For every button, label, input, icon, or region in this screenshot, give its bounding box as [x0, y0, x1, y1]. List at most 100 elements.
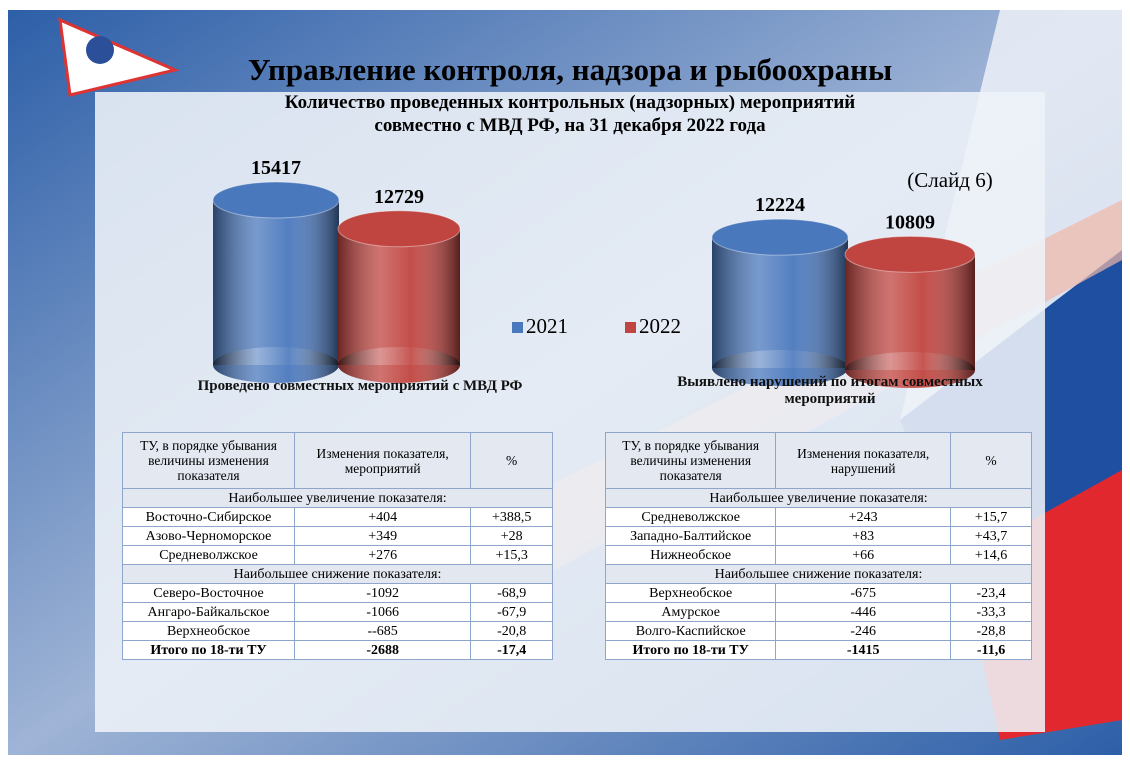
- table-cell: Волго-Каспийское: [604, 621, 777, 641]
- table-cell: +276: [293, 545, 472, 565]
- table-cell: Ангаро-Байкальское: [122, 602, 295, 622]
- table-cell: %: [470, 432, 553, 489]
- table-cell: -28,8: [950, 621, 1032, 641]
- cylinder-shade: [338, 228, 460, 365]
- table-row: Средневолжское +243 +15,7: [604, 507, 1032, 527]
- table-cell: +43,7: [950, 526, 1032, 546]
- table-cell: -67,9: [470, 602, 553, 622]
- value-label: 12224: [755, 194, 805, 216]
- table-row: Ангаро-Байкальское -1066 -67,9: [122, 602, 553, 622]
- table-cell: Западно-Балтийское: [604, 526, 777, 546]
- table-cell: +243: [775, 507, 952, 527]
- table-cell: Наибольшее увеличение показателя:: [122, 488, 553, 508]
- table-cell: -17,4: [470, 640, 553, 660]
- slide-number: (Слайд 6): [907, 168, 992, 192]
- table-cell: Верхнеобское: [604, 583, 777, 603]
- table-cell: Средневолжское: [122, 545, 295, 565]
- cylinder: [212, 181, 340, 383]
- table-cell: +28: [470, 526, 553, 546]
- table-row: Амурское -446 -33,3: [604, 602, 1032, 622]
- table-row: Итого по 18-ти ТУ -1415 -11,6: [604, 640, 1032, 660]
- table-cell: Северо-Восточное: [122, 583, 295, 603]
- table: ТУ, в порядке убывания величины изменени…: [604, 432, 1032, 660]
- subtitle: совместно с МВД РФ, на 31 декабря 2022 г…: [374, 115, 766, 136]
- table-cell: Нижнеобское: [604, 545, 777, 565]
- table-cell: Изменения показателя, мероприятий: [293, 432, 472, 489]
- table-cell: -20,8: [470, 621, 553, 641]
- table: ТУ, в порядке убывания величины изменени…: [122, 432, 553, 660]
- table-cell: +83: [775, 526, 952, 546]
- table-cell: Амурское: [604, 602, 777, 622]
- table-cell: -23,4: [950, 583, 1032, 603]
- legend-label: 2022: [639, 314, 681, 338]
- table-row: Средневолжское +276 +15,3: [122, 545, 553, 565]
- table-cell: Восточно-Сибирское: [122, 507, 295, 527]
- table-row: Волго-Каспийское -246 -28,8: [604, 621, 1032, 641]
- table-cell: -246: [775, 621, 952, 641]
- table-cell: Наибольшее снижение показателя:: [605, 564, 1032, 584]
- value-label: 12729: [374, 186, 424, 208]
- table-cell: +14,6: [950, 545, 1032, 565]
- table-cell: %: [950, 432, 1032, 489]
- chart-title: Проведено совместных мероприятий с МВД Р…: [197, 378, 523, 394]
- cylinder-shade: [845, 254, 975, 370]
- table-cell: ТУ, в порядке убывания величины изменени…: [604, 432, 777, 489]
- cylinder-top: [711, 218, 849, 256]
- cylinder-top: [212, 181, 340, 219]
- cylinder: [711, 218, 849, 386]
- emblem: [86, 36, 114, 64]
- table-cell: +388,5: [470, 507, 553, 527]
- cylinder-top: [844, 235, 976, 273]
- cylinder-top: [337, 210, 461, 248]
- table-cell: -675: [775, 583, 952, 603]
- table-cell: -1415: [775, 640, 952, 660]
- table-row: ТУ, в порядке убывания величины изменени…: [122, 432, 553, 489]
- table-cell: -446: [775, 602, 952, 622]
- table-cell: Итого по 18-ти ТУ: [604, 640, 777, 660]
- legend-swatch: [625, 322, 636, 333]
- table-cell: ТУ, в порядке убывания величины изменени…: [122, 432, 295, 489]
- table-cell: -2688: [293, 640, 472, 660]
- table-row: Верхнеобское --685 -20,8: [122, 621, 553, 641]
- table-cell: --685: [293, 621, 472, 641]
- table-cell: -33,3: [950, 602, 1032, 622]
- table-cell: -1092: [293, 583, 472, 603]
- chart-title: Выявлено нарушений по итогам совместных …: [677, 374, 983, 407]
- pennant: [58, 17, 180, 97]
- table-cell: Азово-Черноморское: [122, 526, 295, 546]
- table-row: Восточно-Сибирское +404 +388,5: [122, 507, 553, 527]
- table-row: Итого по 18-ти ТУ -2688 -17,4: [122, 640, 553, 660]
- table-row: ТУ, в порядке убывания величины изменени…: [604, 432, 1032, 489]
- table-cell: -68,9: [470, 583, 553, 603]
- title: Управление контроля, надзора и рыбоохран…: [248, 52, 892, 87]
- table-cell: Наибольшее увеличение показателя:: [605, 488, 1032, 508]
- table-cell: +15,3: [470, 545, 553, 565]
- subtitle: Количество проведенных контрольных (надз…: [285, 92, 856, 113]
- value-label: 10809: [885, 211, 935, 233]
- legend-label: 2021: [526, 314, 568, 338]
- value-label: 15417: [251, 157, 301, 179]
- cylinder-shade: [712, 237, 848, 368]
- table-cell: Средневолжское: [604, 507, 777, 527]
- table-cell: Итого по 18-ти ТУ: [122, 640, 295, 660]
- table-cell: Верхнеобское: [122, 621, 295, 641]
- table-cell: +66: [775, 545, 952, 565]
- table-cell: +349: [293, 526, 472, 546]
- table-row: Наибольшее увеличение показателя:: [122, 488, 553, 508]
- table-row: Наибольшее увеличение показателя:: [605, 488, 1032, 508]
- table-row: Азово-Черноморское +349 +28: [122, 526, 553, 546]
- table-row: Наибольшее снижение показателя:: [605, 564, 1032, 584]
- table-cell: +404: [293, 507, 472, 527]
- cylinder: [844, 235, 976, 388]
- table-cell: Наибольшее снижение показателя:: [122, 564, 553, 584]
- table-row: Верхнеобское -675 -23,4: [604, 583, 1032, 603]
- table-cell: -11,6: [950, 640, 1032, 660]
- cylinder: [337, 210, 461, 383]
- table-cell: Изменения показателя, нарушений: [775, 432, 952, 489]
- table-row: Северо-Восточное -1092 -68,9: [122, 583, 553, 603]
- table-cell: +15,7: [950, 507, 1032, 527]
- cylinder-shade: [213, 200, 339, 365]
- table-row: Западно-Балтийское +83 +43,7: [604, 526, 1032, 546]
- legend-swatch: [512, 322, 523, 333]
